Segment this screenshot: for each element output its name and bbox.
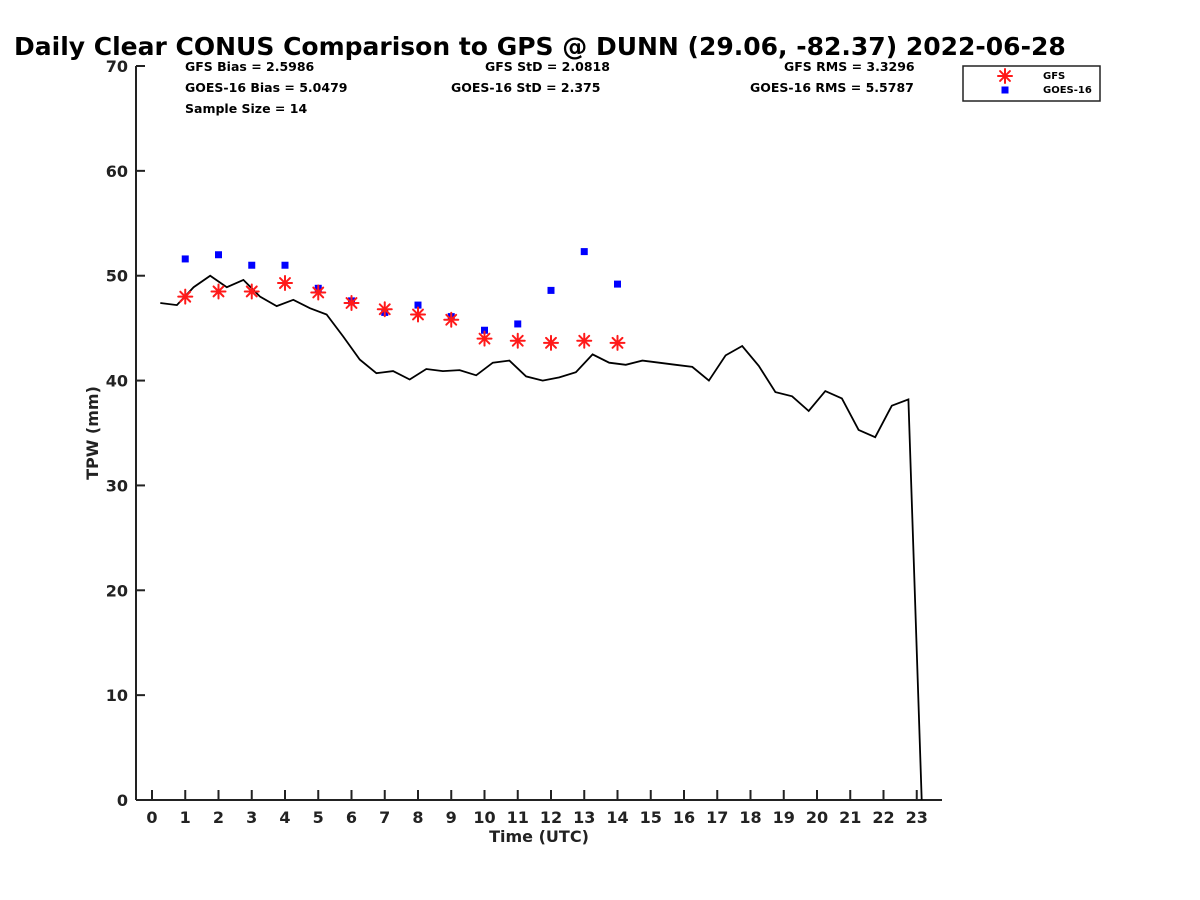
- x-tick-label: 0: [146, 808, 157, 827]
- x-tick-label: 5: [313, 808, 324, 827]
- x-tick-label: 3: [246, 808, 257, 827]
- x-tick-label: 1: [180, 808, 191, 827]
- x-tick-label: 10: [473, 808, 495, 827]
- goes-std-stat: GOES-16 StD = 2.375: [451, 80, 600, 95]
- gfs-series-points: [177, 275, 626, 351]
- y-tick-label: 10: [106, 686, 128, 705]
- x-tick-label: 12: [540, 808, 562, 827]
- x-axis-label: Time (UTC): [489, 827, 589, 846]
- x-tick-label: 13: [573, 808, 595, 827]
- sample-size-stat: Sample Size = 14: [185, 101, 307, 116]
- goes-point: [248, 261, 256, 269]
- goes-point: [414, 301, 422, 309]
- x-tick-label: 9: [446, 808, 457, 827]
- y-tick-label: 70: [106, 57, 128, 76]
- goes-point: [514, 320, 522, 328]
- gps-series-line: [160, 274, 923, 801]
- x-tick-label: 6: [346, 808, 357, 827]
- x-tick-label: 11: [507, 808, 529, 827]
- x-tick-label: 18: [739, 808, 761, 827]
- legend-goes-square: [1001, 86, 1009, 94]
- x-ticks: 0 1 2 3 4 5 6 7 8 9 10 11 12 13 14 15 16 17 18 19 20 21 22 23: [146, 790, 928, 827]
- gfs-point: [509, 332, 526, 349]
- x-tick-label: 7: [379, 808, 390, 827]
- x-tick-label: 20: [806, 808, 828, 827]
- goes-point: [547, 286, 555, 294]
- gfs-point: [343, 294, 360, 311]
- x-tick-label: 22: [872, 808, 894, 827]
- chart-title: Daily Clear CONUS Comparison to GPS @ DU…: [14, 32, 1066, 61]
- gfs-point: [376, 301, 393, 318]
- y-tick-label: 20: [106, 581, 128, 600]
- legend-goes-label: GOES-16: [1043, 85, 1092, 96]
- gfs-point: [443, 311, 460, 328]
- legend: GFS GOES-16: [962, 65, 1101, 102]
- y-tick-label: 60: [106, 162, 128, 181]
- x-tick-label: 19: [773, 808, 795, 827]
- x-tick-label: 8: [412, 808, 423, 827]
- legend-goes-marker: [1001, 86, 1009, 94]
- goes-point: [181, 255, 189, 263]
- goes-rms-stat: GOES-16 RMS = 5.5787: [750, 80, 914, 95]
- gfs-point: [177, 288, 194, 305]
- legend-gfs-marker: [997, 68, 1013, 84]
- y-tick-label: 0: [117, 791, 128, 810]
- gfs-point: [210, 283, 227, 300]
- goes-bias-stat: GOES-16 Bias = 5.0479: [185, 80, 347, 95]
- gfs-point: [410, 306, 426, 323]
- goes-point: [215, 251, 222, 259]
- goes-point: [481, 326, 488, 334]
- goes-point: [580, 248, 588, 256]
- x-tick-label: 16: [673, 808, 695, 827]
- gfs-bias-stat: GFS Bias = 2.5986: [185, 59, 315, 74]
- y-ticks: 0 10 20 30 40 50 60 70: [106, 57, 145, 810]
- gfs-rms-stat: GFS RMS = 3.3296: [784, 59, 915, 74]
- y-tick-label: 30: [106, 476, 128, 495]
- gfs-point: [576, 332, 593, 349]
- goes-point: [614, 280, 621, 288]
- x-tick-label: 15: [640, 808, 662, 827]
- gfs-point: [310, 284, 327, 301]
- gfs-point: [476, 330, 493, 347]
- gfs-point: [277, 275, 293, 292]
- x-tick-label: 2: [213, 808, 224, 827]
- x-tick-label: 23: [906, 808, 928, 827]
- x-tick-label: 21: [839, 808, 861, 827]
- gfs-point: [543, 334, 559, 351]
- x-tick-label: 4: [279, 808, 290, 827]
- legend-box: [962, 65, 1101, 102]
- gfs-point: [243, 283, 260, 300]
- y-axis-label: TPW (mm): [83, 386, 102, 480]
- y-tick-label: 50: [106, 267, 128, 286]
- goes-point: [281, 261, 289, 269]
- legend-gfs-label: GFS: [1043, 71, 1065, 82]
- y-tick-label: 40: [106, 372, 128, 391]
- stats-block: GFS Bias = 2.5986 GOES-16 Bias = 5.0479 …: [185, 59, 915, 116]
- legend-gfs-asterisk: [997, 68, 1013, 84]
- gfs-std-stat: GFS StD = 2.0818: [485, 59, 610, 74]
- x-tick-label: 17: [706, 808, 728, 827]
- x-tick-label: 14: [606, 808, 628, 827]
- gfs-point: [609, 334, 626, 351]
